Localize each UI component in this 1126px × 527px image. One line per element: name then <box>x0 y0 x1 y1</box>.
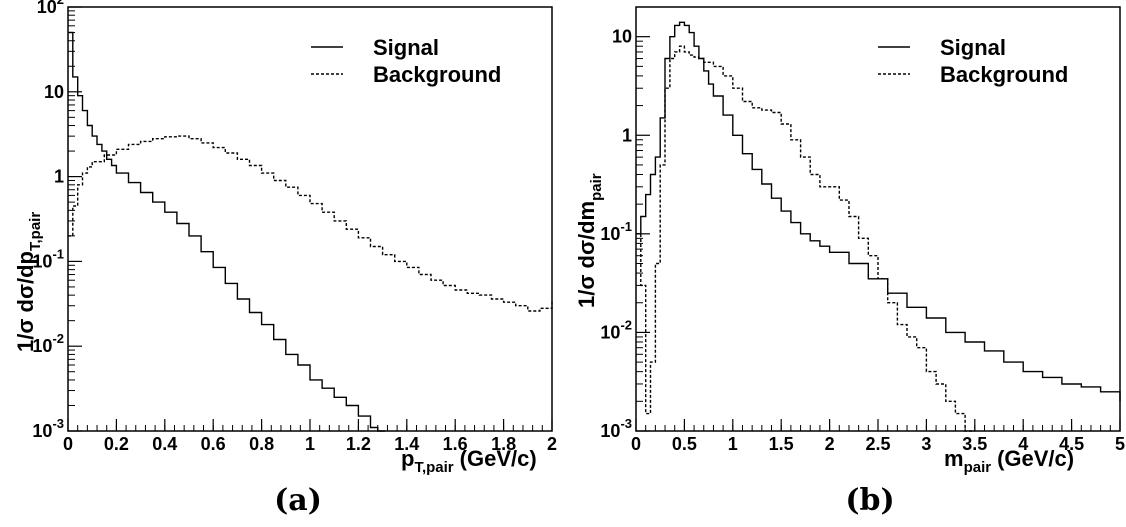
x-tick-label-1: 1 <box>728 434 738 454</box>
y-tick-label-10: 10 <box>44 82 64 102</box>
x-ticks: 0 0.2 0.4 0.6 0.8 1 1.2 1.4 1.6 1.8 2 <box>63 419 557 454</box>
x-tick-label-1p2: 1.2 <box>346 434 371 454</box>
y-axis-label-main: 1/σ dσ/dm <box>574 201 599 308</box>
series-line-background <box>636 45 975 432</box>
series-group <box>636 21 1121 432</box>
y-tick-label-0p1: 10-1 <box>600 219 632 244</box>
x-tick-label-0: 0 <box>631 434 641 454</box>
y-tick-label-1: 1 <box>54 167 64 187</box>
x-tick-label-1p8: 1.8 <box>491 434 516 454</box>
x-axis-label-sub: T,pair <box>414 459 453 476</box>
panel-caption-b: (b) <box>845 483 894 518</box>
chart-panel-b: 0 0.5 1 1.5 2 2.5 3 3.5 4 4.5 5 10 1 10-1 10-2 10-3 Si… <box>574 6 1125 518</box>
x-axis-label: pT,pair (GeV/c) <box>401 446 537 476</box>
series-line-signal <box>636 21 1121 402</box>
x-axis-label-unit: (GeV/c) <box>997 446 1074 471</box>
series-group <box>68 31 553 432</box>
y-axis-label-sub: T,pair <box>27 212 44 251</box>
x-tick-label-0p2: 0.2 <box>104 434 129 454</box>
x-tick-label-1p6: 1.6 <box>443 434 468 454</box>
y-ticks: 10 1 10-1 10-2 10-3 <box>600 6 650 441</box>
legend: Signal Background <box>878 35 1068 87</box>
x-axis-label-main: m <box>944 446 964 471</box>
x-axis-label: mpair (GeV/c) <box>944 446 1074 476</box>
x-axis-label-main: p <box>401 446 414 471</box>
x-tick-label-2: 2 <box>825 434 835 454</box>
chart-panel-a: 00.20.40.60.811.21.41.61.82 10210110-110… <box>13 0 557 518</box>
x-tick-label-0p8: 0.8 <box>249 434 274 454</box>
x-tick-label-1: 1 <box>305 434 315 454</box>
y-axis-label-main: 1/σ dσ/dp <box>13 251 38 352</box>
y-tick-label-0p001: 10-3 <box>600 416 632 441</box>
x-tick-label-0p6: 0.6 <box>201 434 226 454</box>
legend-label-signal: Signal <box>373 35 439 60</box>
legend-label-background: Background <box>940 62 1068 87</box>
legend: Signal Background <box>311 35 501 87</box>
y-tick-label-1: 1 <box>622 125 632 145</box>
y-tick-label-0p1: 10-1 <box>32 246 64 271</box>
x-tick-label-3p5: 3.5 <box>962 434 987 454</box>
legend-label-background: Background <box>373 62 501 87</box>
series-line-signal <box>68 31 385 432</box>
y-tick-label-10: 10 <box>612 27 632 47</box>
x-tick-label-0p4: 0.4 <box>152 434 177 454</box>
x-axis-label-sub: pair <box>964 459 992 476</box>
panel-caption-a: (a) <box>274 483 322 518</box>
y-axis-label: 1/σ dσ/dmpair <box>574 173 605 308</box>
y-tick-label-0p01: 10-2 <box>600 317 632 342</box>
y-tick-label-100: 102 <box>37 0 64 17</box>
x-tick-label-3: 3 <box>921 434 931 454</box>
series-line-background <box>68 135 553 312</box>
x-tick-label-4: 4 <box>1018 434 1028 454</box>
y-ticks: 102 10 1 10-1 10-2 10-3 <box>32 0 82 441</box>
y-tick-label-0p01: 10-2 <box>32 331 64 356</box>
x-tick-label-0: 0 <box>63 434 73 454</box>
x-tick-label-5: 5 <box>1115 434 1125 454</box>
y-axis-label-sub: pair <box>588 173 605 201</box>
x-ticks: 0 0.5 1 1.5 2 2.5 3 3.5 4 4.5 5 <box>631 419 1125 454</box>
x-tick-label-1p4: 1.4 <box>394 434 419 454</box>
x-tick-label-2: 2 <box>547 434 557 454</box>
y-axis-label: 1/σ dσ/dpT,pair <box>13 212 44 352</box>
legend-label-signal: Signal <box>940 35 1006 60</box>
x-tick-label-4p5: 4.5 <box>1059 434 1084 454</box>
x-tick-label-0p5: 0.5 <box>672 434 697 454</box>
x-axis-label-unit: (GeV/c) <box>460 446 537 471</box>
x-tick-label-1p5: 1.5 <box>769 434 794 454</box>
x-tick-label-2p5: 2.5 <box>865 434 890 454</box>
y-tick-label-0p001: 10-3 <box>32 416 64 441</box>
